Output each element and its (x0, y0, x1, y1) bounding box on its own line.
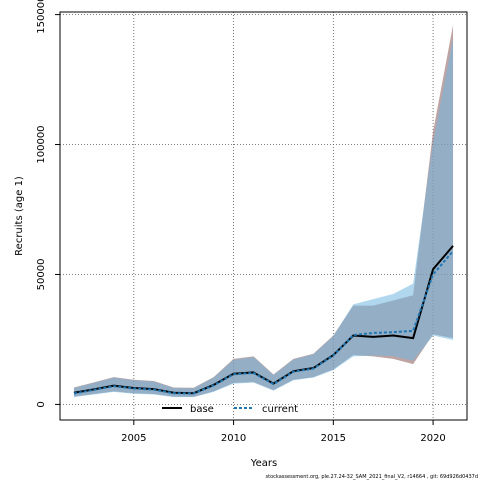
y-tick-label: 100000 (36, 125, 47, 163)
legend-label-current: current (262, 404, 298, 415)
plot-frame (59, 11, 468, 421)
y-tick-label: 0 (36, 401, 47, 407)
x-axis-ticks: 2005 2010 2015 2020 (121, 420, 446, 444)
x-axis-title: Years (250, 458, 277, 469)
band-current (73, 37, 454, 398)
y-axis-title: Recruits (age 1) (14, 176, 25, 256)
y-tick-label: 50000 (36, 259, 47, 291)
confidence-bands (73, 24, 454, 398)
x-tick-label: 2005 (121, 433, 146, 444)
line-current (73, 250, 454, 395)
footer-text: stockassessment.org, ple.27.24-32_SAM_20… (266, 474, 478, 480)
band-base (73, 24, 454, 397)
x-tick-label: 2010 (221, 433, 246, 444)
legend-label-base: base (190, 404, 214, 415)
legend: base current (162, 404, 298, 415)
x-tick-label: 2015 (321, 433, 346, 444)
y-tick-label: 150000 (36, 0, 47, 34)
series-lines (73, 245, 454, 395)
x-tick-label: 2020 (420, 433, 445, 444)
y-axis-ticks: 0 50000 100000 150000 (36, 0, 60, 408)
